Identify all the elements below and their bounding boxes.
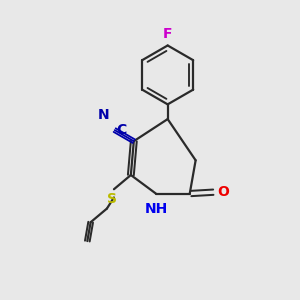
- Text: C: C: [116, 123, 126, 137]
- Text: O: O: [217, 185, 229, 199]
- Text: N: N: [98, 108, 109, 122]
- Text: NH: NH: [144, 202, 167, 216]
- Text: S: S: [106, 192, 117, 206]
- Text: F: F: [163, 27, 172, 41]
